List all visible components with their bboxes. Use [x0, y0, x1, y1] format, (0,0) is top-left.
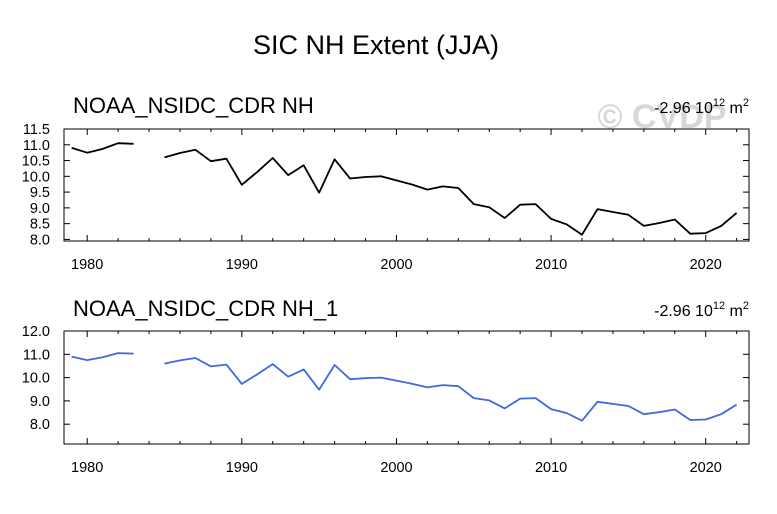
main-title: SIC NH Extent (JJA)	[253, 30, 499, 60]
series-line-2	[164, 148, 738, 236]
y-tick-label: 10.0	[22, 169, 50, 185]
y-tick-label: 10.0	[22, 371, 50, 387]
trend-label: -2.96 1012 m2	[654, 97, 749, 117]
x-tick-label: 2010	[535, 460, 567, 476]
y-tick-label: 10.5	[22, 154, 50, 170]
panel-title: NOAA_NSIDC_CDR NH_1	[73, 296, 338, 321]
x-tick-label: 1980	[71, 257, 103, 273]
y-tick-label: 8.0	[30, 417, 50, 433]
series-line-1	[71, 352, 134, 362]
y-tick-label: 11.0	[23, 138, 50, 154]
y-tick-label: 9.0	[30, 394, 50, 410]
chart-panel-2: NOAA_NSIDC_CDR NH_1 -2.96 1012 m2 8.0 9.0 10…	[22, 296, 750, 476]
watermark: © CVDP	[598, 98, 727, 136]
y-tick-label: 9.5	[30, 185, 50, 201]
y-tick-label: 11.5	[23, 122, 50, 138]
x-tick-label: 1990	[226, 460, 258, 476]
y-tick-label: 8.5	[30, 217, 50, 233]
x-tick-label: 2010	[535, 257, 567, 273]
x-tick-label: 1980	[71, 460, 103, 476]
plot-frame	[63, 128, 750, 242]
y-tick-label: 8.0	[30, 232, 50, 248]
panel-title: NOAA_NSIDC_CDR NH	[73, 93, 314, 118]
plot-frame	[63, 330, 750, 445]
y-tick-label: 9.0	[30, 201, 50, 217]
series-line-1	[71, 142, 134, 154]
x-tick-label: 1990	[226, 257, 258, 273]
x-tick-label: 2000	[380, 257, 412, 273]
trend-label: -2.96 1012 m2	[654, 300, 749, 320]
x-tick-label: 2020	[690, 460, 722, 476]
series-line-2	[164, 357, 738, 422]
x-tick-label: 2020	[690, 257, 722, 273]
y-tick-label: 12.0	[22, 324, 50, 340]
chart-panel-1: NOAA_NSIDC_CDR NH -2.96 1012 m2 8.08.59.09…	[22, 93, 750, 273]
y-tick-label: 11.0	[23, 347, 50, 363]
x-tick-label: 2000	[380, 460, 412, 476]
